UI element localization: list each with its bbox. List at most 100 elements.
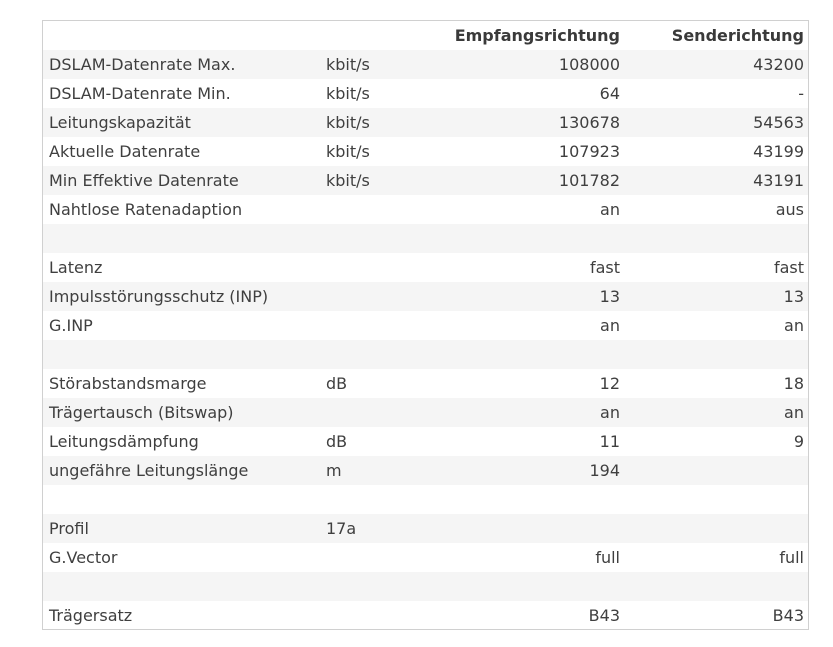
row-unit (320, 282, 420, 311)
row-unit: kbit/s (326, 55, 370, 74)
row-downstream-value: fast (589, 258, 620, 277)
row-unit (320, 572, 420, 601)
row-upstream-value (620, 572, 808, 601)
row-downstream-value: 11 (599, 432, 620, 451)
row-unit: kbit/s (326, 142, 370, 161)
row-downstream-value (420, 340, 620, 369)
row-label: Latenz (49, 258, 103, 277)
row-upstream-value (620, 456, 808, 485)
row-unit (320, 543, 420, 572)
row-label: Nahtlose Ratenadaption (49, 200, 243, 219)
header-label (43, 21, 320, 50)
table-row: Min Effektive Datenrate kbit/s 101782 43191 (43, 166, 808, 195)
table-body: DSLAM-Datenrate Max. kbit/s 108000 43200 DSL… (43, 50, 808, 630)
row-unit (320, 311, 420, 340)
row-upstream-value: full (779, 548, 804, 567)
table-row: Aktuelle Datenrate kbit/s 107923 43199 (43, 137, 808, 166)
table-header-row: Empfangsrichtung Senderichtung (43, 21, 808, 50)
table-row (43, 572, 808, 601)
row-upstream-value: an (784, 316, 804, 335)
table-row: Störabstandsmarge dB 12 18 (43, 369, 808, 398)
row-downstream-value: an (600, 316, 620, 335)
row-unit: kbit/s (326, 113, 370, 132)
row-downstream-value (420, 514, 620, 543)
row-unit (320, 398, 420, 427)
row-label: Impulsstörungsschutz (INP) (49, 287, 269, 306)
row-downstream-value: B43 (588, 606, 620, 625)
row-upstream-value (620, 224, 808, 253)
table-row (43, 340, 808, 369)
row-label: Störabstandsmarge (49, 374, 207, 393)
row-label: Trägertausch (Bitswap) (49, 403, 234, 422)
row-upstream-value: 43191 (753, 171, 804, 190)
table-row: Impulsstörungsschutz (INP) 13 13 (43, 282, 808, 311)
row-label (43, 485, 320, 514)
row-unit (320, 485, 420, 514)
row-downstream-value: 12 (599, 374, 620, 393)
row-unit: kbit/s (326, 171, 370, 190)
row-label: ungefähre Leitungslänge (49, 461, 249, 480)
row-downstream-value (420, 224, 620, 253)
row-unit: kbit/s (326, 84, 370, 103)
row-unit (320, 224, 420, 253)
dsl-info-table: Empfangsrichtung Senderichtung DSLAM-Dat… (43, 21, 808, 630)
row-downstream-value: 107923 (558, 142, 620, 161)
row-unit: dB (326, 432, 348, 451)
row-upstream-value: 13 (783, 287, 804, 306)
row-unit: 17a (326, 519, 357, 538)
row-upstream-value: 9 (793, 432, 804, 451)
row-upstream-value: 43200 (753, 55, 804, 74)
row-unit: m (326, 461, 342, 480)
row-label: Leitungskapazität (49, 113, 191, 132)
row-downstream-value: 13 (599, 287, 620, 306)
header-unit (320, 21, 420, 50)
table-row: G.INP an an (43, 311, 808, 340)
table-row: Latenz fast fast (43, 253, 808, 282)
row-downstream-value: 130678 (558, 113, 620, 132)
row-label (43, 224, 320, 253)
row-label: Profil (49, 519, 89, 538)
table-row: Trägersatz B43 B43 (43, 601, 808, 630)
row-label: Leitungsdämpfung (49, 432, 199, 451)
row-label: DSLAM-Datenrate Min. (49, 84, 231, 103)
row-label: G.INP (49, 316, 93, 335)
table-row: DSLAM-Datenrate Max. kbit/s 108000 43200 (43, 50, 808, 79)
row-upstream-value: aus (775, 200, 804, 219)
table-row (43, 485, 808, 514)
row-label: DSLAM-Datenrate Max. (49, 55, 236, 74)
table-row: Trägertausch (Bitswap) an an (43, 398, 808, 427)
row-unit (320, 253, 420, 282)
row-upstream-value: fast (773, 258, 804, 277)
row-upstream-value (620, 485, 808, 514)
row-downstream-value: an (600, 200, 620, 219)
row-upstream-value: 43199 (753, 142, 804, 161)
row-upstream-value: 18 (783, 374, 804, 393)
table-row: Profil 17a (43, 514, 808, 543)
row-unit (320, 601, 420, 630)
row-unit (320, 340, 420, 369)
table-row: Leitungsdämpfung dB 11 9 (43, 427, 808, 456)
row-downstream-value: 108000 (558, 55, 620, 74)
row-downstream-value: 64 (599, 84, 620, 103)
table-row: Nahtlose Ratenadaption an aus (43, 195, 808, 224)
row-label: G.Vector (49, 548, 118, 567)
header-downstream: Empfangsrichtung (454, 26, 620, 45)
table-row: G.Vector full full (43, 543, 808, 572)
table-row: Leitungskapazität kbit/s 130678 54563 (43, 108, 808, 137)
row-upstream-value: B43 (772, 606, 804, 625)
row-downstream-value (420, 485, 620, 514)
row-downstream-value: full (595, 548, 620, 567)
row-label: Trägersatz (49, 606, 133, 625)
table-row: ungefähre Leitungslänge m 194 (43, 456, 808, 485)
table-row (43, 224, 808, 253)
row-downstream-value: 101782 (558, 171, 620, 190)
row-upstream-value: - (798, 84, 804, 103)
row-downstream-value: 194 (589, 461, 620, 480)
row-upstream-value (620, 514, 808, 543)
row-label: Aktuelle Datenrate (49, 142, 201, 161)
header-upstream: Senderichtung (671, 26, 804, 45)
row-upstream-value: 54563 (753, 113, 804, 132)
row-label: Min Effektive Datenrate (49, 171, 239, 190)
row-upstream-value: an (784, 403, 804, 422)
row-upstream-value (620, 340, 808, 369)
